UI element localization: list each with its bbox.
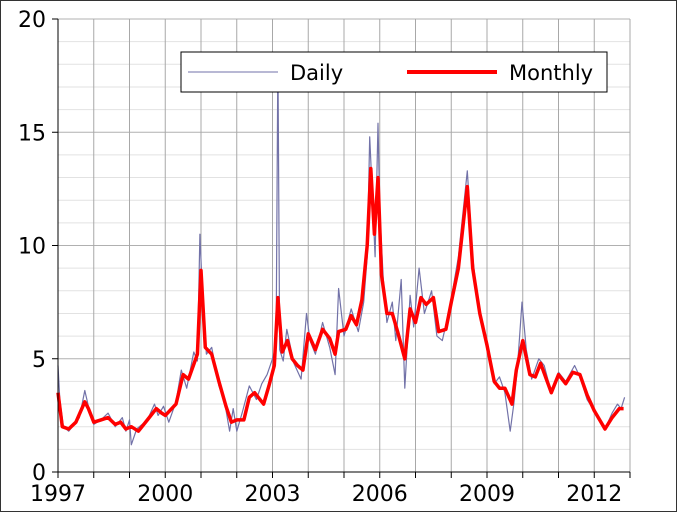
legend-label-daily: Daily — [290, 61, 343, 85]
axes: 0 5 10 15 20 1997 2000 2003 2006 2009 2012 — [18, 8, 631, 507]
y-tick-label: 10 — [18, 235, 46, 260]
series-line-daily — [57, 52, 626, 446]
x-tick-label: 2006 — [352, 482, 408, 507]
grid — [58, 18, 631, 473]
series-layer — [56, 52, 626, 446]
series-line-monthly — [56, 166, 624, 433]
legend-label-monthly: Monthly — [509, 61, 593, 85]
x-tick-label: 2003 — [245, 482, 301, 507]
x-tick-label: 2009 — [459, 482, 515, 507]
x-tick-label: 1997 — [30, 482, 86, 507]
y-tick-label: 15 — [18, 121, 46, 146]
x-tick-label: 2000 — [137, 482, 193, 507]
y-tick-label: 5 — [32, 348, 46, 373]
x-tick-label: 2012 — [566, 482, 622, 507]
y-tick-label: 20 — [18, 8, 46, 33]
y-tick-label: 0 — [32, 461, 46, 486]
legend: Daily Monthly — [180, 51, 608, 93]
